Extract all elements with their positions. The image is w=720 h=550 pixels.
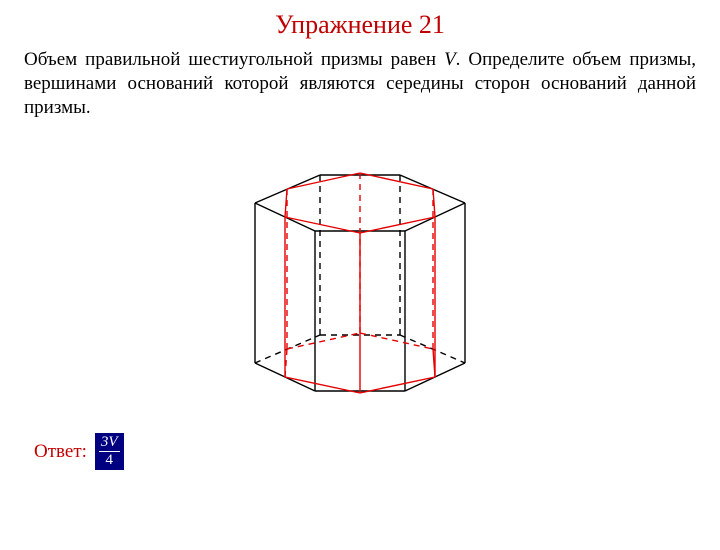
- answer-denominator: 4: [103, 452, 115, 468]
- problem-variable: V: [444, 49, 456, 70]
- problem-part-1: Объем правильной шестиугольной призмы ра…: [24, 49, 444, 70]
- answer-row: Ответ: 3V 4: [34, 433, 124, 470]
- problem-text: Объем правильной шестиугольной призмы ра…: [24, 48, 696, 119]
- exercise-title: Упражнение 21: [0, 10, 720, 40]
- answer-fraction: 3V 4: [95, 433, 124, 470]
- answer-numerator: 3V: [99, 435, 120, 452]
- answer-label: Ответ:: [34, 441, 87, 463]
- prism-diagram: [210, 133, 510, 423]
